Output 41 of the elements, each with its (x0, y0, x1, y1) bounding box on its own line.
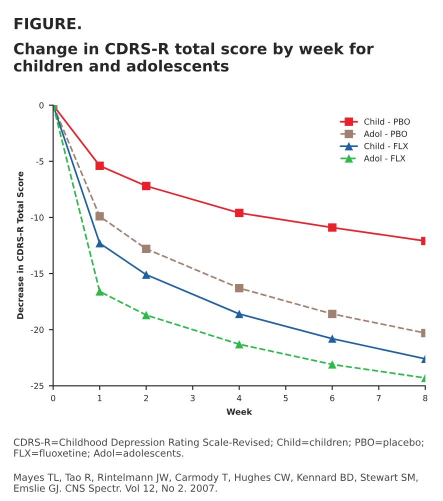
x-tick-label: 4 (236, 395, 242, 402)
x-tick-label: 1 (98, 395, 102, 402)
chart-title: FIGURE. (14, 18, 81, 30)
point (142, 270, 150, 279)
x-tick-label: 7 (376, 395, 381, 402)
x-tick-label: 0 (51, 394, 56, 402)
point (328, 360, 336, 369)
chart-subtitle: Change in CDRS-R total score by week for children and adolescents (14, 42, 374, 72)
point (328, 334, 336, 343)
legend-label: Adol - FLX (364, 155, 406, 162)
point (328, 223, 336, 232)
text: CDRS-R=Childhood Depression Rating Scale-Revised; Child=children; PBO=placebo; FLX=fluoxetine; Adol=adolescents. (14, 438, 424, 458)
point (328, 310, 336, 318)
y-tick-label: -5 (36, 158, 44, 165)
point (96, 212, 104, 220)
x-tick-label: 2 (144, 394, 148, 402)
point (96, 162, 104, 170)
point (235, 284, 244, 292)
point (142, 182, 150, 190)
point (142, 244, 150, 254)
y-tick-label: -25 (30, 382, 44, 390)
text: Mayes TL, Tao R, Rintelmann JW, Carmody T, Hughes CW, Kennard BD, Stewart SM, Emslie GJ. CNS Spectr. Vol 12, No 2. 2007. (14, 473, 418, 494)
legend-label: Adol - PBO (364, 130, 408, 138)
legend-label: Child - PBO (364, 118, 410, 125)
y-tick-label: 0 (39, 102, 44, 108)
point (96, 287, 104, 296)
y-tick-label: -15 (30, 270, 44, 277)
point (142, 310, 150, 320)
point (235, 208, 244, 218)
point (96, 239, 104, 248)
x-tick-label: 6 (330, 394, 334, 402)
legend-label: Child - FLX (364, 142, 408, 150)
y-axis-title: Decrease in CDRS-R Total Score (16, 172, 24, 319)
y-tick-label: -20 (30, 326, 44, 333)
y-tick-label: -10 (30, 214, 44, 221)
point (235, 310, 244, 318)
x-tick-label: 8 (423, 394, 428, 402)
x-tick-label: 5 (284, 395, 288, 402)
x-axis-title: Week (226, 408, 252, 415)
x-tick-label: 3 (190, 394, 195, 402)
point (235, 340, 244, 348)
